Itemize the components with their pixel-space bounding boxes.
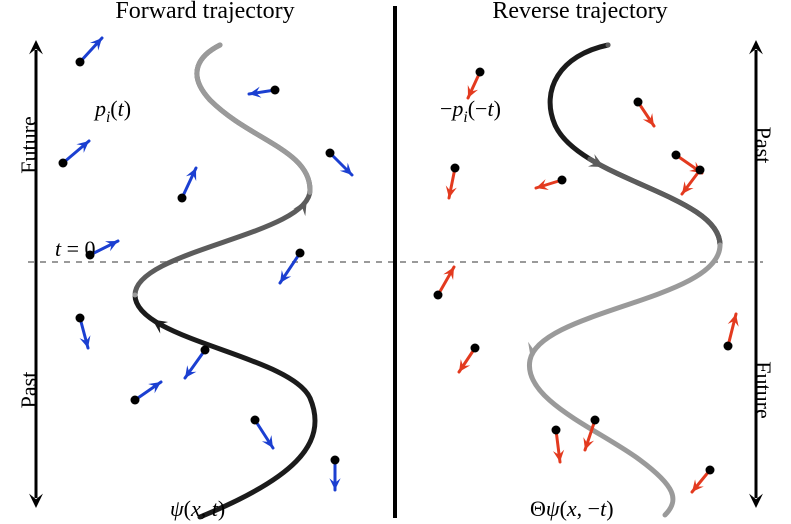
trajectory-curve-segment [135,45,310,295]
time-axis [29,40,43,508]
right-top-label: Past [751,127,776,164]
forward-title: Forward trajectory [115,0,294,24]
pi-forward-label: pi(t) [93,96,131,126]
time-axis [749,40,763,508]
psi-forward-label: ψ(x, t) [170,496,225,521]
right-bottom-label: Future [751,361,776,418]
trajectory-curve-segment [550,45,720,245]
t-zero-label: t = 0 [55,236,96,261]
left-top-label: Future [16,116,41,173]
trajectory-curve-segment [550,45,720,245]
reverse-title: Reverse trajectory [492,0,667,24]
left-bottom-label: Past [16,372,41,409]
trajectory-curve-segment [529,245,720,515]
psi-reverse-label: Θψ(x, −t) [530,496,614,521]
trajectory-curve-segment [135,45,310,295]
trajectory-curve-segment [135,295,315,517]
pi-reverse-label: −pi(−t) [440,96,501,126]
